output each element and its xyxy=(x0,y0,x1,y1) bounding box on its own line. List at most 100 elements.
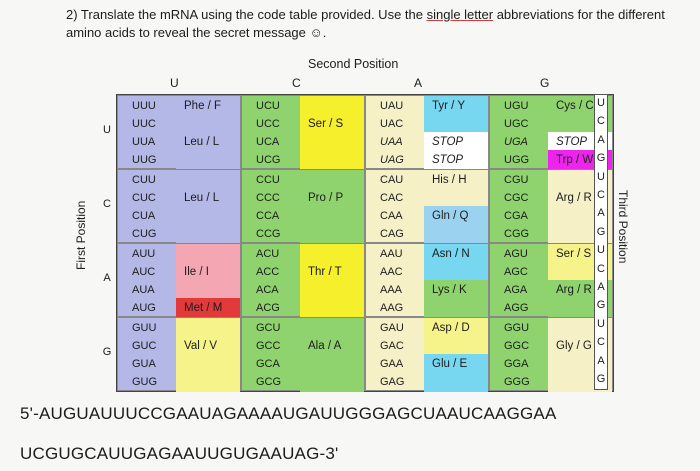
codon-column-bg xyxy=(490,244,548,316)
amino-acid-label: Asn / N xyxy=(432,248,470,260)
codon: GUU xyxy=(132,322,157,334)
codon: UUC xyxy=(132,118,156,130)
codon: ACC xyxy=(256,266,280,278)
col-header-a: A xyxy=(414,76,423,90)
amino-acid-cell xyxy=(300,244,364,318)
amino-acid-label: His / H xyxy=(432,174,467,186)
codon: GAA xyxy=(380,358,404,370)
codon-block: GCU GCC GCA GCG Ala / A xyxy=(241,317,365,392)
codon: CUC xyxy=(132,192,156,204)
third-position-letter: A xyxy=(597,207,605,220)
codon-block: ACU ACC ACA ACG Thr / T xyxy=(241,243,365,318)
codon: AAU xyxy=(380,248,403,260)
codon: GGG xyxy=(504,376,530,388)
codon: ACG xyxy=(256,302,280,314)
amino-acid-label: Ser / S xyxy=(308,118,344,130)
codon-block: UUU UUC UUA UUG Phe / F Leu / L xyxy=(117,95,241,170)
amino-acid-cell xyxy=(176,318,240,392)
codon: UAC xyxy=(380,118,404,130)
amino-acid-label: Ile / I xyxy=(184,266,209,278)
codon: GCA xyxy=(256,358,280,370)
codon-column-bg xyxy=(118,170,176,242)
mrna-sequence-line-1: 5'-AUGUAUUUCCGAAUAGAAAAUGAUUGGGAGCUAAUCA… xyxy=(20,404,557,423)
codon-column-bg xyxy=(118,96,176,168)
third-position-letter: G xyxy=(596,299,606,312)
codon: AAA xyxy=(380,284,403,296)
first-position-column: U C A G xyxy=(98,94,116,390)
amino-acid-cell xyxy=(176,132,240,170)
amino-acid-label: Ala / A xyxy=(308,340,342,352)
codon-column-bg xyxy=(242,244,300,316)
third-position-letter: C xyxy=(597,336,605,349)
amino-acid-label: Glu / E xyxy=(432,358,468,370)
codon: GAC xyxy=(380,340,404,352)
third-position-letter: C xyxy=(597,115,605,128)
codon: CGU xyxy=(504,174,529,186)
codon: AUC xyxy=(132,266,156,278)
third-position-letter: G xyxy=(596,225,606,238)
codon-block: UCU UCC UCA UCG Ser / S xyxy=(241,95,365,170)
third-position-letter: U xyxy=(597,317,605,330)
amino-acid-label: Gln / Q xyxy=(432,210,469,222)
codon: AAC xyxy=(380,266,403,278)
codon: AGG xyxy=(504,302,529,314)
amino-acid-cell xyxy=(300,170,364,244)
codon: UCG xyxy=(256,154,281,166)
amino-acid-cell xyxy=(424,170,488,206)
codon: AUU xyxy=(132,248,156,260)
codon-column-bg xyxy=(366,170,424,242)
codon: UAA xyxy=(380,136,403,148)
codon: GGA xyxy=(504,358,529,370)
third-position-label: Third Position xyxy=(616,190,630,264)
amino-acid-cell xyxy=(424,244,488,280)
mrna-sequence-line-2: UCGUGCAUUGAGAAUUGUGAAUAG-3' xyxy=(20,444,339,463)
amino-acid-label: Leu / L xyxy=(184,136,220,148)
amino-acid-label: Arg / R xyxy=(556,192,592,204)
codon-column-bg xyxy=(490,96,548,168)
codon-column-bg xyxy=(242,318,300,390)
col-header-g: G xyxy=(540,76,550,90)
codon-table: UUU UUC UUA UUG Phe / F Leu / L UCU UCC UCA UCG Se… xyxy=(116,94,614,392)
amino-acid-cell xyxy=(424,206,488,244)
codon: UUU xyxy=(132,100,156,112)
second-position-label: Second Position xyxy=(308,57,399,71)
codon-column-bg xyxy=(366,318,424,390)
codon-column-bg xyxy=(366,96,424,168)
amino-acid-label: Phe / F xyxy=(184,100,222,112)
first-position-label: First Position xyxy=(74,200,88,270)
third-position-letter: A xyxy=(597,133,605,146)
codon: CGA xyxy=(504,210,528,222)
amino-acid-label: Val / V xyxy=(184,340,218,352)
codon: UGC xyxy=(504,118,529,130)
amino-acid-label: Met / M xyxy=(184,302,223,314)
codon: AUA xyxy=(132,284,155,296)
codon: AAG xyxy=(380,302,404,314)
amino-acid-cell xyxy=(176,96,240,132)
amino-acid-cell xyxy=(300,318,364,392)
codon: UGU xyxy=(504,100,529,112)
codon-block: AUU AUC AUA AUG Ile / I Met / M xyxy=(117,243,241,318)
row-header-c: C xyxy=(103,198,111,210)
question-suffix: abbreviations for the different amino ac… xyxy=(66,7,665,40)
third-position-letter: U xyxy=(597,244,605,257)
codon-block: CCU CCC CCA CCG Pro / P xyxy=(241,169,365,244)
amino-acid-cell xyxy=(424,318,488,354)
codon: GUC xyxy=(132,340,157,352)
codon-column-bg xyxy=(490,318,548,390)
amino-acid-cell xyxy=(424,280,488,318)
codon-block: GUU GUC GUA GUG Val / V xyxy=(117,317,241,392)
codon: CAC xyxy=(380,192,404,204)
question-underlined: single letter xyxy=(426,7,494,22)
codon: AGA xyxy=(504,284,528,296)
codon: UAG xyxy=(380,154,404,166)
codon: CGC xyxy=(504,192,529,204)
amino-acid-label: Pro / P xyxy=(308,192,344,204)
codon: GUG xyxy=(132,376,158,388)
amino-acid-label: STOP xyxy=(432,136,464,148)
codon: AGC xyxy=(504,266,528,278)
amino-acid-label: Arg / R xyxy=(556,284,592,296)
codon-block: AAU AAC AAA AAG Asn / N Lys / K xyxy=(365,243,489,318)
codon: CCG xyxy=(256,228,281,240)
amino-acid-cell xyxy=(176,244,240,298)
